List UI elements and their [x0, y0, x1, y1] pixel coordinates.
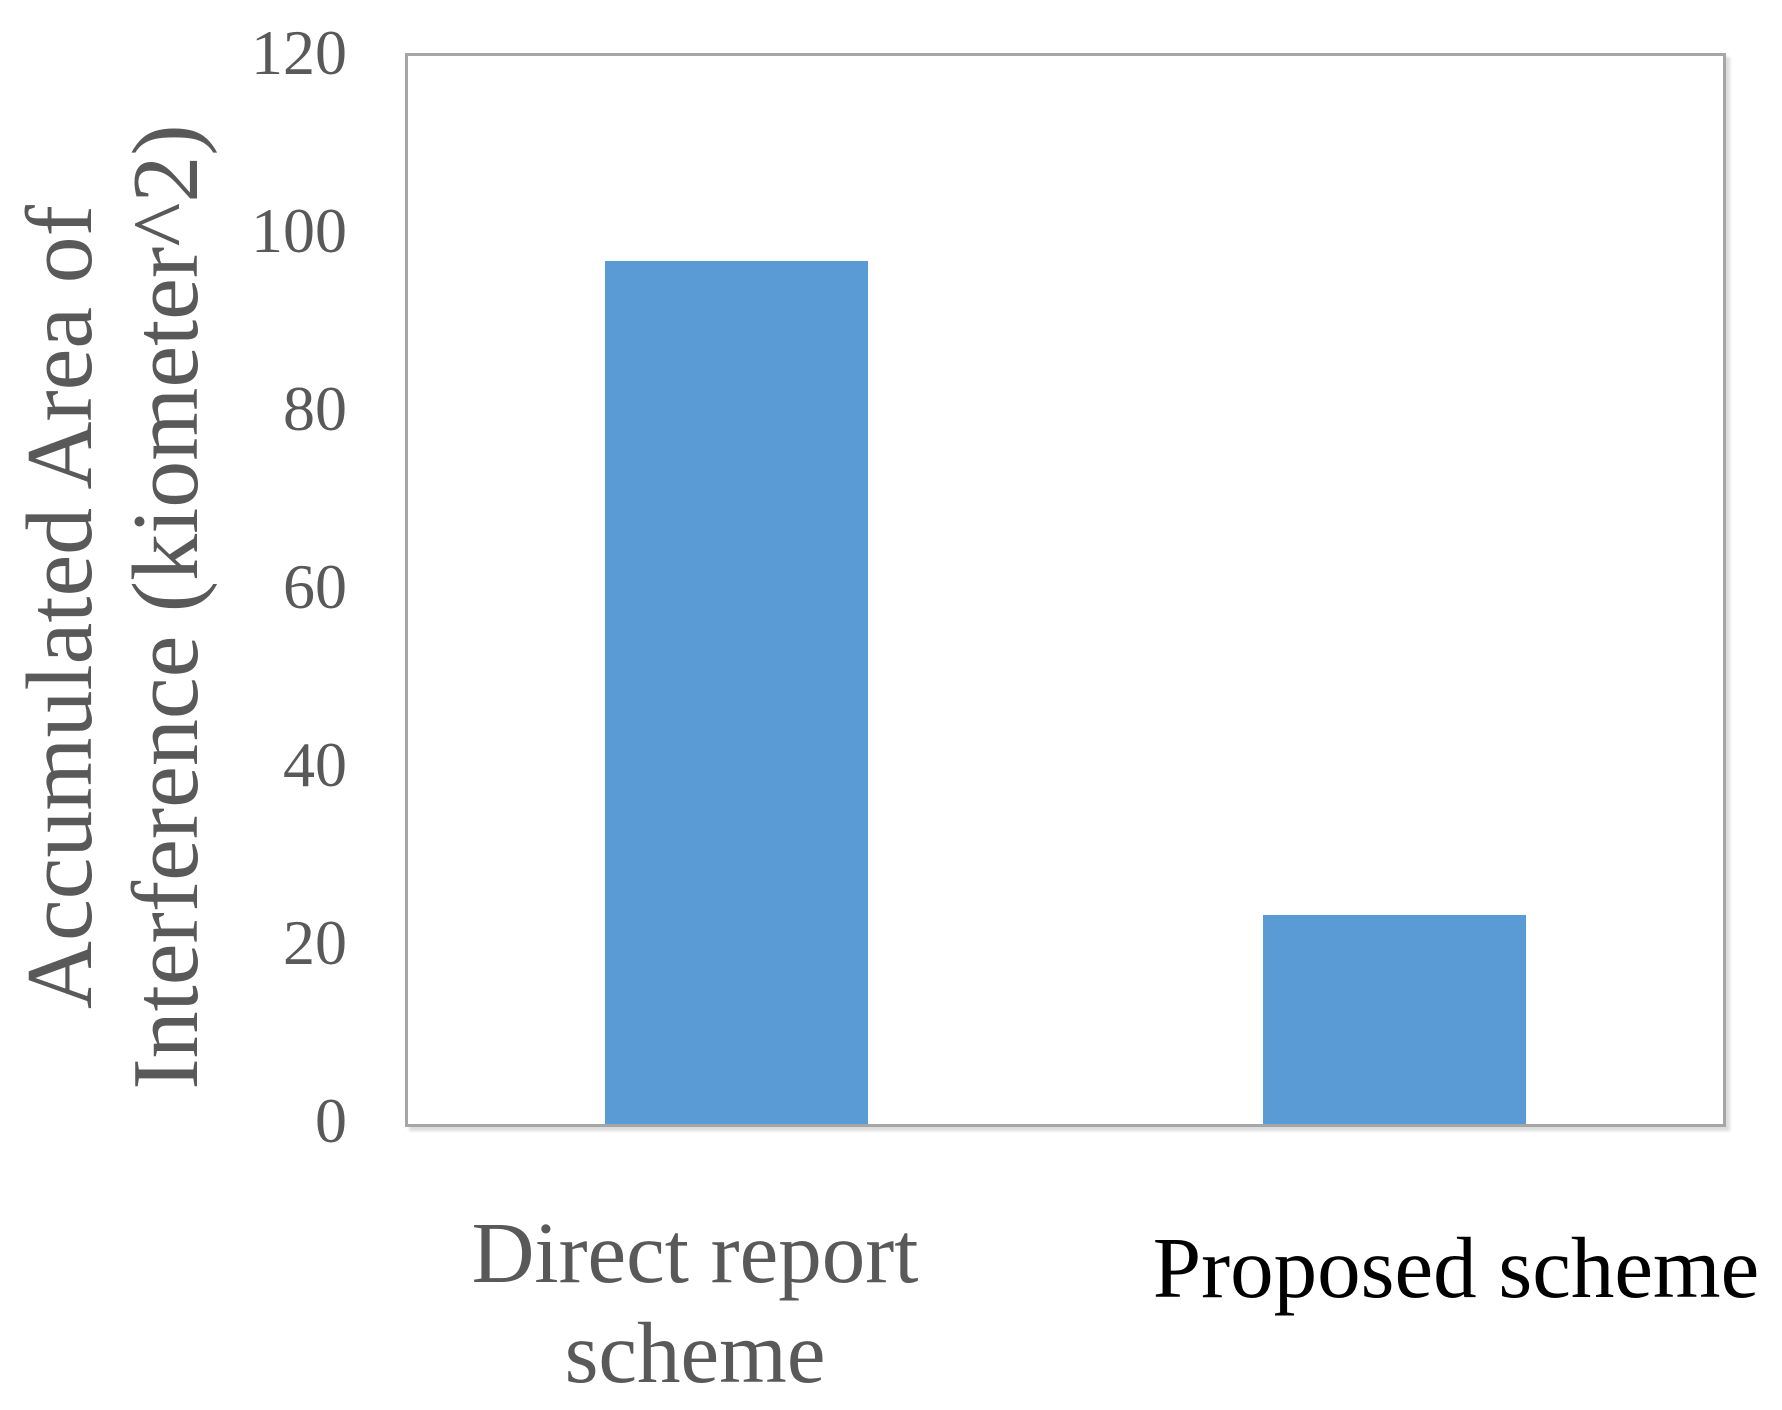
y-tick-label-20: 20 [283, 907, 347, 978]
y-tick-label-0: 0 [315, 1085, 347, 1156]
plot-area [405, 53, 1726, 1127]
y-tick-label-120: 120 [251, 17, 347, 88]
category-label-proposed-scheme: Proposed scheme [1056, 1218, 1782, 1318]
y-tick-label-60: 60 [283, 551, 347, 622]
category-label-direct-report-scheme: Direct report scheme [295, 1203, 1095, 1403]
y-tick-label-100: 100 [251, 195, 347, 266]
bar-proposed-scheme [1262, 914, 1526, 1124]
y-tick-label-80: 80 [283, 373, 347, 444]
category-label-direct-report-scheme-line-1: Direct report [471, 1204, 919, 1301]
bar-direct-report-scheme [605, 260, 869, 1124]
y-tick-label-40: 40 [283, 729, 347, 800]
bars-container [408, 56, 1723, 1124]
category-label-proposed-scheme-line-1: Proposed scheme [1152, 1219, 1760, 1316]
category-label-direct-report-scheme-line-2: scheme [564, 1304, 826, 1401]
